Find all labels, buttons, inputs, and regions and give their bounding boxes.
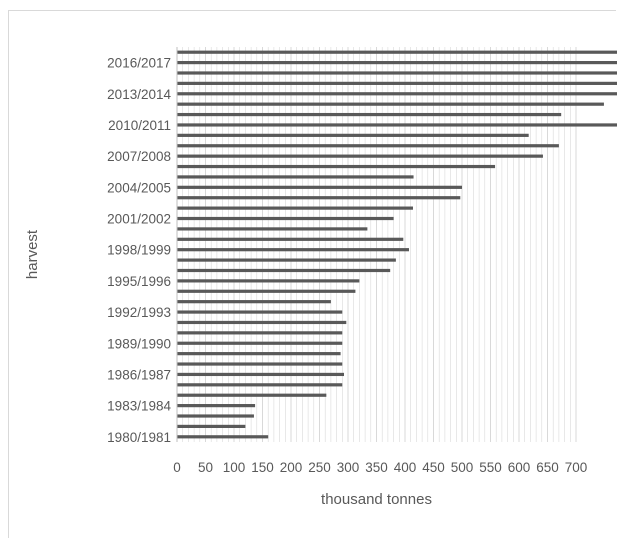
bar-2004-2005 bbox=[177, 185, 462, 189]
x-tick-label: 150 bbox=[251, 460, 274, 475]
y-tick-label: 2013/2014 bbox=[107, 87, 171, 102]
bar-1998-1999 bbox=[177, 248, 409, 252]
bar-1986-1987 bbox=[177, 372, 345, 377]
x-tick-label: 500 bbox=[451, 460, 474, 475]
x-tick-label: 700 bbox=[565, 460, 588, 475]
bar-1991-1992 bbox=[177, 320, 347, 325]
grid-lines bbox=[182, 47, 577, 442]
bar-1980-1981 bbox=[177, 435, 269, 439]
bar-2001-2002 bbox=[177, 216, 394, 221]
y-tick-label: 1989/1990 bbox=[107, 336, 171, 351]
bar-2005-2006 bbox=[177, 175, 414, 179]
bar-1993-1994 bbox=[177, 300, 331, 304]
y-tick-label: 1998/1999 bbox=[107, 243, 171, 258]
bar-1985-1986 bbox=[177, 383, 343, 387]
x-tick-label: 200 bbox=[280, 460, 303, 475]
x-tick-label: 0 bbox=[173, 460, 181, 475]
bar-1983-1984 bbox=[177, 404, 256, 408]
bar-2017-2018 bbox=[177, 50, 617, 54]
bar-1987-1988 bbox=[177, 362, 343, 366]
bar-2000-2001 bbox=[177, 227, 368, 231]
bar-chart: 1980/1981 1983/1984 1986/1987 1989/1990 1992… bbox=[24, 47, 617, 508]
bar-1988-1989 bbox=[177, 352, 341, 356]
bar-2008-2009 bbox=[177, 144, 559, 148]
y-tick-labels: 1980/1981 1983/1984 1986/1987 1989/1990 1992… bbox=[107, 56, 171, 445]
bar-2009-2010 bbox=[177, 133, 529, 137]
bar-2010-2011 bbox=[177, 123, 617, 127]
y-tick-label: 2016/2017 bbox=[107, 56, 171, 71]
bar-series bbox=[177, 50, 617, 439]
y-tick-label: 1986/1987 bbox=[107, 367, 171, 382]
bar-1981-1982 bbox=[177, 424, 246, 429]
x-tick-label: 250 bbox=[308, 460, 331, 475]
y-tick-label: 1980/1981 bbox=[107, 430, 171, 445]
bar-1990-1991 bbox=[177, 331, 343, 335]
bar-2006-2007 bbox=[177, 164, 496, 169]
bar-1989-1990 bbox=[177, 341, 343, 345]
bar-1996-1997 bbox=[177, 268, 391, 273]
bar-2003-2004 bbox=[177, 196, 461, 200]
y-tick-label: 2007/2008 bbox=[107, 149, 171, 164]
bar-1992-1993 bbox=[177, 310, 343, 314]
bar-1995-1996 bbox=[177, 279, 360, 283]
y-tick-label: 1983/1984 bbox=[107, 399, 171, 414]
x-tick-label: 50 bbox=[198, 460, 213, 475]
y-tick-label: 1992/1993 bbox=[107, 305, 171, 320]
y-tick-label: 2004/2005 bbox=[107, 180, 171, 195]
bar-1999-2000 bbox=[177, 237, 404, 241]
bar-1994-1995 bbox=[177, 289, 356, 293]
x-tick-label: 400 bbox=[394, 460, 417, 475]
x-tick-labels: 0 50 100 150 200 250 300 350 400 450 500 550 600 650 7… bbox=[173, 460, 587, 475]
bar-1984-1985 bbox=[177, 393, 327, 397]
bar-1997-1998 bbox=[177, 258, 396, 262]
x-tick-label: 650 bbox=[536, 460, 559, 475]
x-tick-label: 350 bbox=[365, 460, 388, 475]
bar-2013-2014 bbox=[177, 92, 617, 96]
chart-frame: 1980/1981 1983/1984 1986/1987 1989/1990 1992… bbox=[8, 10, 617, 538]
y-axis-title: harvest bbox=[24, 229, 41, 279]
x-tick-label: 600 bbox=[508, 460, 531, 475]
bar-2016-2017 bbox=[177, 60, 617, 65]
y-tick-label: 2010/2011 bbox=[108, 118, 171, 133]
x-axis-title: thousand tonnes bbox=[321, 491, 432, 508]
bar-2002-2003 bbox=[177, 206, 413, 210]
y-tick-label: 2001/2002 bbox=[107, 212, 171, 227]
bar-2007-2008 bbox=[177, 154, 543, 158]
x-tick-label: 100 bbox=[223, 460, 246, 475]
x-tick-label: 450 bbox=[422, 460, 445, 475]
y-tick-label: 1995/1996 bbox=[107, 274, 171, 289]
x-tick-label: 550 bbox=[479, 460, 502, 475]
bar-2011-2012 bbox=[177, 112, 562, 117]
bar-1982-1983 bbox=[177, 414, 254, 418]
bar-2014-2015 bbox=[177, 81, 617, 85]
bar-2012-2013 bbox=[177, 102, 604, 106]
x-tick-label: 300 bbox=[337, 460, 360, 475]
bar-2015-2016 bbox=[177, 71, 617, 75]
